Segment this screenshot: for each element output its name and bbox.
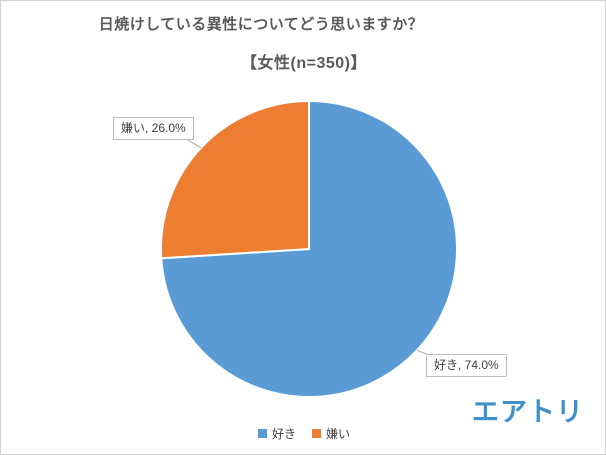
data-label-like: 好き, 74.0% (426, 354, 507, 377)
legend-item-like: 好き (257, 425, 296, 442)
leader-line-dislike (187, 139, 202, 149)
legend-item-dislike: 嫌い (312, 425, 350, 442)
data-label-dislike: 嫌い, 26.0% (113, 117, 194, 140)
legend-swatch-dislike (312, 429, 321, 438)
airtrip-logo: エアトリ (472, 397, 584, 427)
chart-title: 日焼けしている異性についてどう思いますか？ (98, 16, 424, 33)
legend-label-like: 好き (271, 427, 296, 441)
legend-label-dislike: 嫌い (326, 427, 351, 441)
legend-swatch-like (257, 429, 267, 438)
chart-subtitle: 【女性(n=350)】 (241, 55, 367, 72)
legend: 好き 嫌い (1, 425, 605, 442)
